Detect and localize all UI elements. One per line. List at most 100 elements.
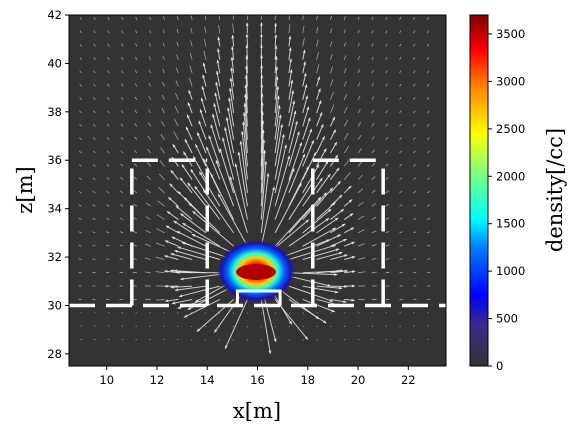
- velocity-arrowhead: [229, 77, 233, 82]
- velocity-arrow: [426, 164, 430, 167]
- velocity-arrowhead: [174, 250, 178, 253]
- velocity-arrow: [161, 120, 165, 127]
- velocity-arrow: [79, 137, 82, 140]
- velocity-arrow: [174, 285, 207, 291]
- velocity-arrow: [176, 15, 179, 20]
- velocity-arrow: [134, 83, 138, 87]
- velocity-arrowhead: [302, 153, 305, 158]
- velocity-arrowhead: [304, 336, 308, 340]
- velocity-arrowhead: [179, 177, 184, 182]
- velocity-arrowhead: [229, 176, 233, 181]
- velocity-arrowhead: [170, 170, 174, 174]
- velocity-arrow: [134, 149, 138, 154]
- velocity-arrow: [203, 38, 207, 47]
- velocity-arrow: [302, 15, 304, 20]
- velocity-arrow: [132, 230, 138, 234]
- velocity-arrowhead: [199, 109, 203, 113]
- velocity-arrow: [176, 230, 207, 247]
- velocity-arrow: [218, 24, 221, 34]
- velocity-arrow: [107, 43, 110, 47]
- velocity-arrowhead: [313, 152, 317, 156]
- velocity-arrow: [155, 299, 165, 301]
- y-tick-label: 38: [47, 105, 62, 119]
- velocity-arrow: [288, 131, 300, 167]
- velocity-arrowhead: [284, 144, 288, 148]
- velocity-arrow: [133, 190, 138, 194]
- velocity-arrow: [385, 176, 389, 180]
- velocity-arrow: [385, 123, 389, 127]
- velocity-arrow: [343, 68, 347, 74]
- velocity-arrow: [343, 119, 349, 127]
- velocity-arrowhead: [226, 107, 230, 111]
- velocity-arrow: [202, 189, 235, 234]
- velocity-arrow: [147, 135, 152, 140]
- velocity-arrow: [120, 96, 124, 100]
- velocity-arrow: [385, 96, 388, 100]
- velocity-arrow: [288, 339, 290, 341]
- velocity-arrowhead: [217, 36, 221, 41]
- velocity-arrow: [385, 150, 389, 154]
- velocity-arrow: [426, 70, 430, 74]
- velocity-arrow: [330, 41, 333, 47]
- velocity-arrow: [343, 107, 348, 114]
- velocity-arrow: [135, 56, 138, 60]
- velocity-arrow: [79, 57, 82, 61]
- velocity-arrow: [177, 339, 179, 341]
- velocity-arrowhead: [274, 34, 278, 38]
- velocity-arrow: [288, 153, 306, 194]
- velocity-arrow: [427, 271, 431, 274]
- velocity-arrow: [399, 163, 403, 167]
- velocity-arrowhead: [277, 105, 281, 109]
- y-tick-label: 32: [47, 250, 62, 264]
- velocity-arrow: [385, 258, 390, 260]
- velocity-arrow: [79, 43, 82, 47]
- velocity-arrow: [146, 162, 151, 167]
- velocity-arrow: [357, 29, 360, 34]
- velocity-arrow: [385, 30, 388, 34]
- velocity-arrow: [413, 97, 416, 100]
- velocity-arrow: [357, 42, 360, 47]
- velocity-arrow: [121, 56, 124, 60]
- velocity-arrow: [120, 123, 124, 127]
- velocity-arrow: [218, 325, 221, 328]
- velocity-arrow: [399, 204, 403, 207]
- velocity-arrowhead: [170, 269, 174, 273]
- velocity-arrow: [190, 325, 193, 327]
- velocity-arrow: [399, 30, 402, 34]
- velocity-arrowhead: [175, 205, 180, 209]
- velocity-arrow: [302, 325, 304, 328]
- velocity-arrowhead: [164, 269, 168, 273]
- velocity-arrow: [232, 339, 234, 341]
- velocity-arrow: [426, 204, 431, 207]
- velocity-arrow: [357, 56, 360, 60]
- velocity-arrow: [371, 230, 377, 234]
- velocity-arrow: [399, 190, 403, 194]
- velocity-arrow: [357, 215, 365, 220]
- velocity-arrow: [107, 70, 110, 74]
- velocity-arrow: [343, 145, 350, 154]
- velocity-arrow: [274, 66, 278, 87]
- velocity-arrow: [274, 15, 276, 20]
- velocity-arrowhead: [213, 103, 217, 107]
- velocity-arrow: [413, 164, 416, 167]
- velocity-arrowhead: [344, 269, 348, 273]
- velocity-arrowhead: [186, 126, 189, 131]
- velocity-arrow: [316, 201, 336, 220]
- velocity-arrow: [144, 257, 151, 260]
- y-tick-label: 28: [47, 347, 62, 361]
- velocity-arrowhead: [194, 186, 198, 190]
- velocity-arrow: [330, 104, 335, 114]
- velocity-arrow: [224, 127, 235, 167]
- velocity-arrowhead: [290, 79, 294, 84]
- velocity-arrow: [204, 339, 207, 341]
- velocity-arrow: [357, 188, 364, 194]
- velocity-arrow: [371, 149, 375, 154]
- velocity-arrow: [135, 43, 138, 47]
- velocity-arrow: [224, 299, 248, 349]
- velocity-arrow: [120, 190, 124, 194]
- velocity-arrow: [385, 217, 390, 220]
- velocity-arrow: [260, 139, 265, 193]
- velocity-arrow: [426, 123, 430, 127]
- velocity-arrow: [92, 177, 96, 180]
- velocity-arrowhead: [321, 136, 325, 140]
